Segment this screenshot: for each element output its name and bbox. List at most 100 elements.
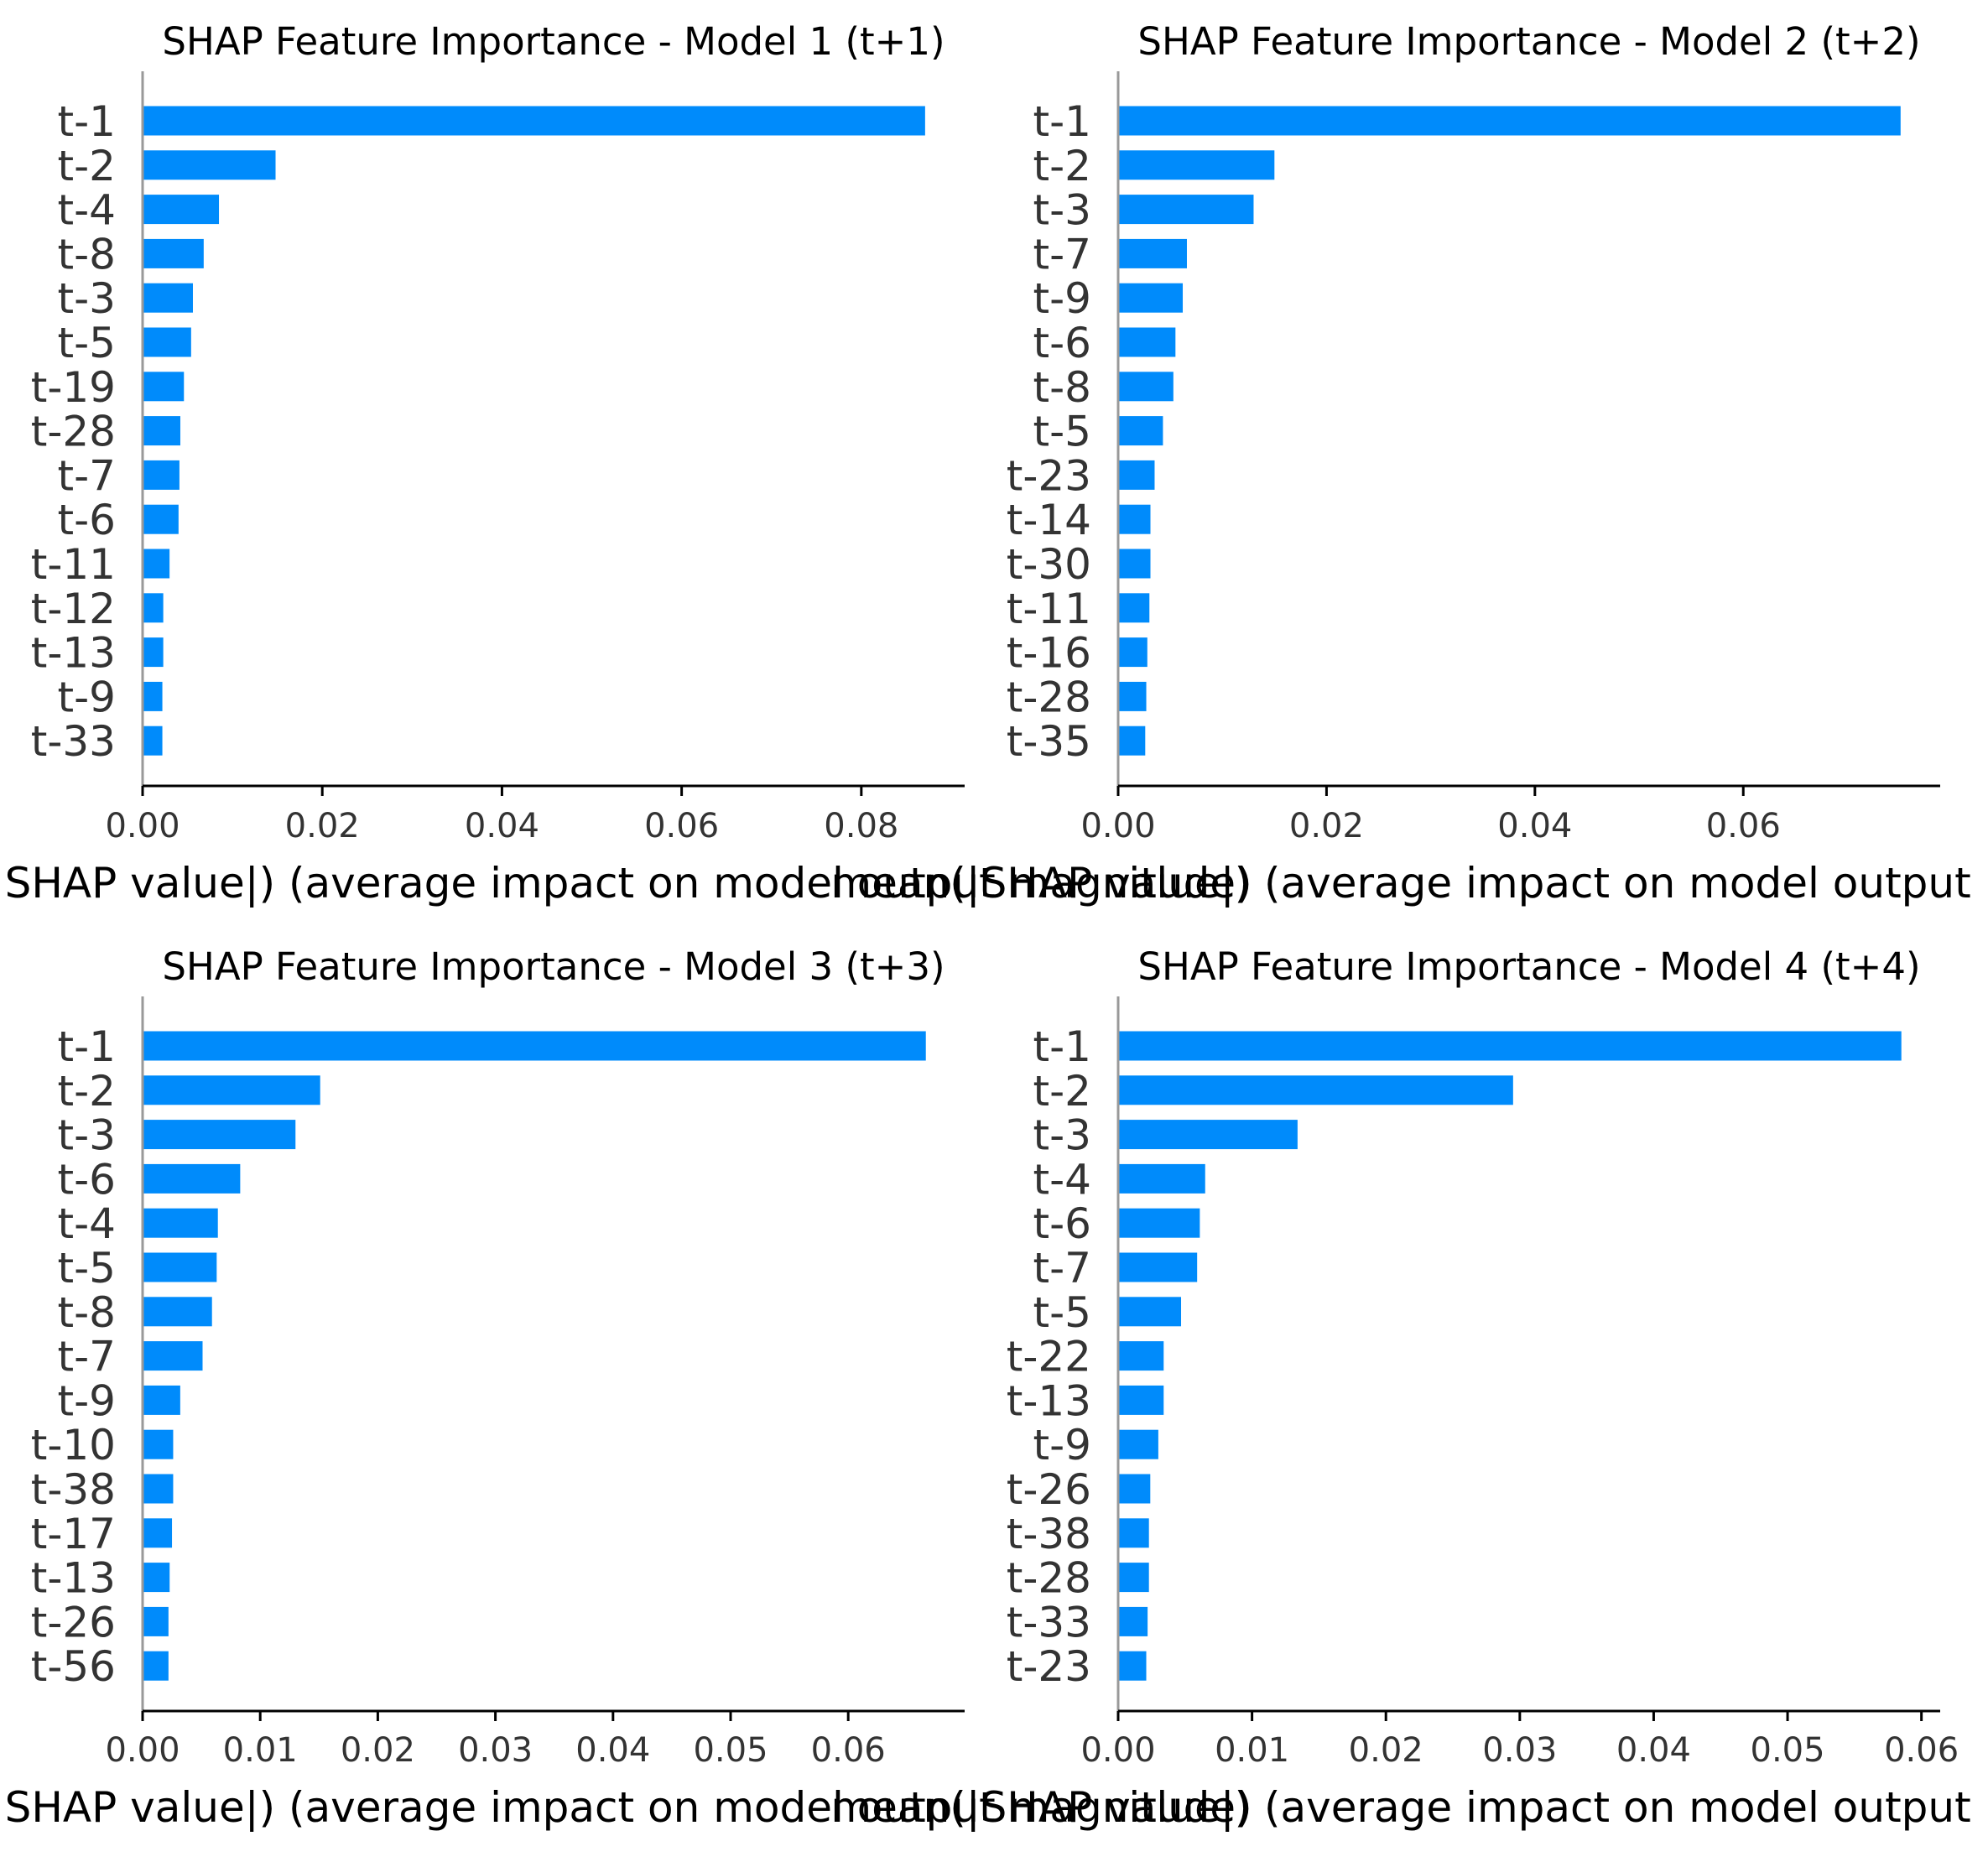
feature-label: t-1 <box>1033 97 1091 146</box>
feature-label: t-9 <box>58 1376 116 1425</box>
feature-label: t-14 <box>1007 496 1091 544</box>
feature-label: t-22 <box>1007 1333 1091 1381</box>
x-axis-label: mean(|SHAP value|) (average impact on mo… <box>830 1783 1988 1832</box>
feature-label: t-3 <box>58 1111 116 1160</box>
bar-t-30 <box>1118 549 1151 579</box>
feature-label: t-9 <box>1033 1421 1091 1469</box>
feature-label: t-33 <box>1007 1598 1091 1646</box>
feature-label: t-17 <box>31 1510 116 1558</box>
feature-label: t-2 <box>1033 1067 1091 1116</box>
bar-t-28 <box>143 416 180 446</box>
bar-t-5 <box>143 327 191 357</box>
feature-label: t-38 <box>1007 1510 1091 1558</box>
bar-t-3 <box>143 283 193 313</box>
x-tick-label: 0.06 <box>1884 1731 1959 1770</box>
bar-t-3 <box>1118 1120 1298 1150</box>
x-tick-label: 0.05 <box>1751 1731 1825 1770</box>
feature-label: t-8 <box>58 230 116 278</box>
bar-t-8 <box>143 238 204 268</box>
feature-label: t-5 <box>58 1244 116 1292</box>
bar-t-1 <box>1118 106 1901 136</box>
bar-t-4 <box>143 195 220 225</box>
feature-label: t-30 <box>1007 540 1091 589</box>
bar-t-1 <box>143 1031 926 1061</box>
x-axis-label: mean(|SHAP value|) (average impact on mo… <box>830 859 1988 908</box>
feature-label: t-7 <box>1033 230 1091 278</box>
x-tick-label: 0.02 <box>1349 1731 1423 1770</box>
bar-t-5 <box>1118 1297 1182 1327</box>
feature-label: t-8 <box>58 1288 116 1337</box>
feature-label: t-16 <box>1007 629 1091 678</box>
feature-label: t-1 <box>58 97 116 146</box>
bar-t-13 <box>143 637 164 668</box>
bar-t-16 <box>1118 637 1148 668</box>
bar-t-1 <box>143 106 925 136</box>
feature-label: t-13 <box>31 1554 116 1603</box>
bar-t-8 <box>143 1297 212 1327</box>
bar-t-12 <box>143 593 164 623</box>
feature-label: t-28 <box>1007 673 1091 721</box>
x-tick-label: 0.02 <box>341 1731 415 1770</box>
x-tick-label: 0.01 <box>1215 1731 1289 1770</box>
x-tick-label: 0.01 <box>223 1731 298 1770</box>
bar-t-6 <box>1118 1208 1200 1238</box>
bar-t-23 <box>1118 1651 1147 1681</box>
feature-label: t-4 <box>1033 1155 1091 1204</box>
bar-t-2 <box>143 150 276 180</box>
bar-t-9 <box>1118 1429 1158 1459</box>
feature-label: t-28 <box>31 408 116 456</box>
x-tick-label: 0.04 <box>1616 1731 1691 1770</box>
bar-t-33 <box>1118 1606 1148 1636</box>
bar-t-3 <box>143 1120 296 1150</box>
bar-t-3 <box>1118 195 1254 225</box>
x-tick-label: 0.04 <box>465 807 539 845</box>
feature-label: t-8 <box>1033 363 1091 412</box>
feature-label: t-7 <box>58 1333 116 1381</box>
x-tick-label: 0.08 <box>824 807 898 845</box>
feature-label: t-19 <box>31 363 116 412</box>
feature-label: t-6 <box>1033 1199 1091 1248</box>
bar-t-26 <box>1118 1474 1151 1504</box>
bar-t-56 <box>143 1651 169 1681</box>
bar-t-7 <box>143 1341 203 1371</box>
x-tick-label: 0.04 <box>1497 807 1572 845</box>
feature-label: t-7 <box>58 451 116 500</box>
x-tick-label: 0.06 <box>644 807 719 845</box>
feature-label: t-5 <box>1033 1288 1091 1337</box>
chart-title: SHAP Feature Importance - Model 2 (t+2) <box>1137 19 1920 64</box>
bar-t-2 <box>1118 150 1275 180</box>
feature-label: t-33 <box>31 717 116 766</box>
feature-label: t-3 <box>58 274 116 323</box>
bar-t-13 <box>143 1563 170 1593</box>
bar-t-11 <box>143 549 170 579</box>
bar-t-22 <box>1118 1341 1164 1371</box>
bar-t-8 <box>1118 372 1174 402</box>
feature-label: t-38 <box>31 1465 116 1514</box>
bar-t-26 <box>143 1606 169 1636</box>
x-tick-label: 0.00 <box>105 807 180 845</box>
feature-label: t-28 <box>1007 1554 1091 1603</box>
bar-t-7 <box>1118 238 1187 268</box>
x-tick-label: 0.03 <box>458 1731 533 1770</box>
feature-label: t-4 <box>58 186 116 235</box>
x-axis-label: mean(|SHAP value|) (average impact on mo… <box>0 859 1252 908</box>
x-tick-label: 0.05 <box>693 1731 768 1770</box>
feature-label: t-4 <box>58 1199 116 1248</box>
feature-label: t-2 <box>1033 142 1091 190</box>
feature-label: t-11 <box>31 540 116 589</box>
feature-label: t-13 <box>31 629 116 678</box>
feature-label: t-2 <box>58 142 116 190</box>
bar-t-14 <box>1118 504 1151 534</box>
bar-t-4 <box>143 1208 218 1238</box>
feature-label: t-1 <box>58 1022 116 1071</box>
chart-title: SHAP Feature Importance - Model 4 (t+4) <box>1137 944 1920 989</box>
feature-label: t-1 <box>1033 1022 1091 1071</box>
chart-title: SHAP Feature Importance - Model 3 (t+3) <box>162 944 945 989</box>
feature-label: t-12 <box>31 585 116 633</box>
feature-label: t-11 <box>1007 585 1091 633</box>
feature-label: t-5 <box>1033 408 1091 456</box>
bar-t-7 <box>1118 1252 1198 1282</box>
feature-label: t-35 <box>1007 717 1091 766</box>
x-tick-label: 0.06 <box>811 1731 886 1770</box>
